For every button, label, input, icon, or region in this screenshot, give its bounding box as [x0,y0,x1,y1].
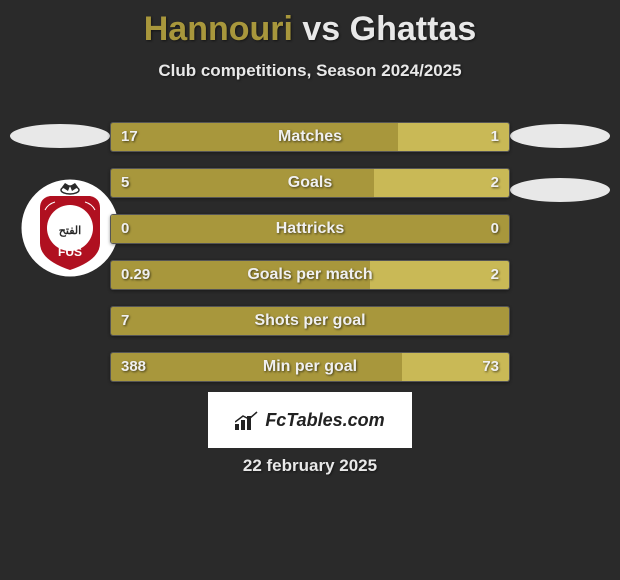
right-flag-1-placeholder [510,124,610,148]
right-flag-2-placeholder [510,178,610,202]
stat-label: Goals [111,169,509,197]
chart-icon [235,410,259,430]
brand-badge: FcTables.com [208,392,412,448]
subtitle: Club competitions, Season 2024/2025 [0,61,620,81]
stat-label: Min per goal [111,353,509,381]
svg-text:الفتح: الفتح [59,225,81,237]
stat-value-left: 0 [121,215,129,243]
stat-value-right: 73 [482,353,499,381]
left-flag-placeholder [10,124,110,148]
stat-value-left: 5 [121,169,129,197]
player2-name: Ghattas [350,10,477,48]
footer-date: 22 february 2025 [0,456,620,476]
stat-label: Matches [111,123,509,151]
stat-label: Hattricks [111,215,509,243]
stat-value-right: 2 [491,261,499,289]
stat-value-left: 0.29 [121,261,150,289]
stat-row: Matches17 1 [110,122,510,152]
stat-row: Min per goal388 73 [110,352,510,382]
stat-value-left: 7 [121,307,129,335]
vs-text: vs [293,10,350,48]
page-title: Hannouri vs Ghattas [0,0,620,49]
stat-value-left: 17 [121,123,138,151]
stats-bars: Matches17 1 Goals5 2 Hattricks0 0 Goals per ma… [110,122,510,398]
stat-value-right: 0 [491,215,499,243]
stat-row: Goals5 2 [110,168,510,198]
svg-text:FUS: FUS [58,245,82,259]
stat-label: Goals per match [111,261,509,289]
stat-label: Shots per goal [111,307,509,335]
stat-value-right: 2 [491,169,499,197]
stat-value-left: 388 [121,353,146,381]
stat-row: Goals per match0.29 2 [110,260,510,290]
stat-row: Shots per goal7 [110,306,510,336]
brand-text: FcTables.com [265,410,384,431]
stat-row: Hattricks0 0 [110,214,510,244]
club-logo: الفتح FUS [20,178,120,278]
stat-value-right: 1 [491,123,499,151]
player1-name: Hannouri [144,10,293,48]
